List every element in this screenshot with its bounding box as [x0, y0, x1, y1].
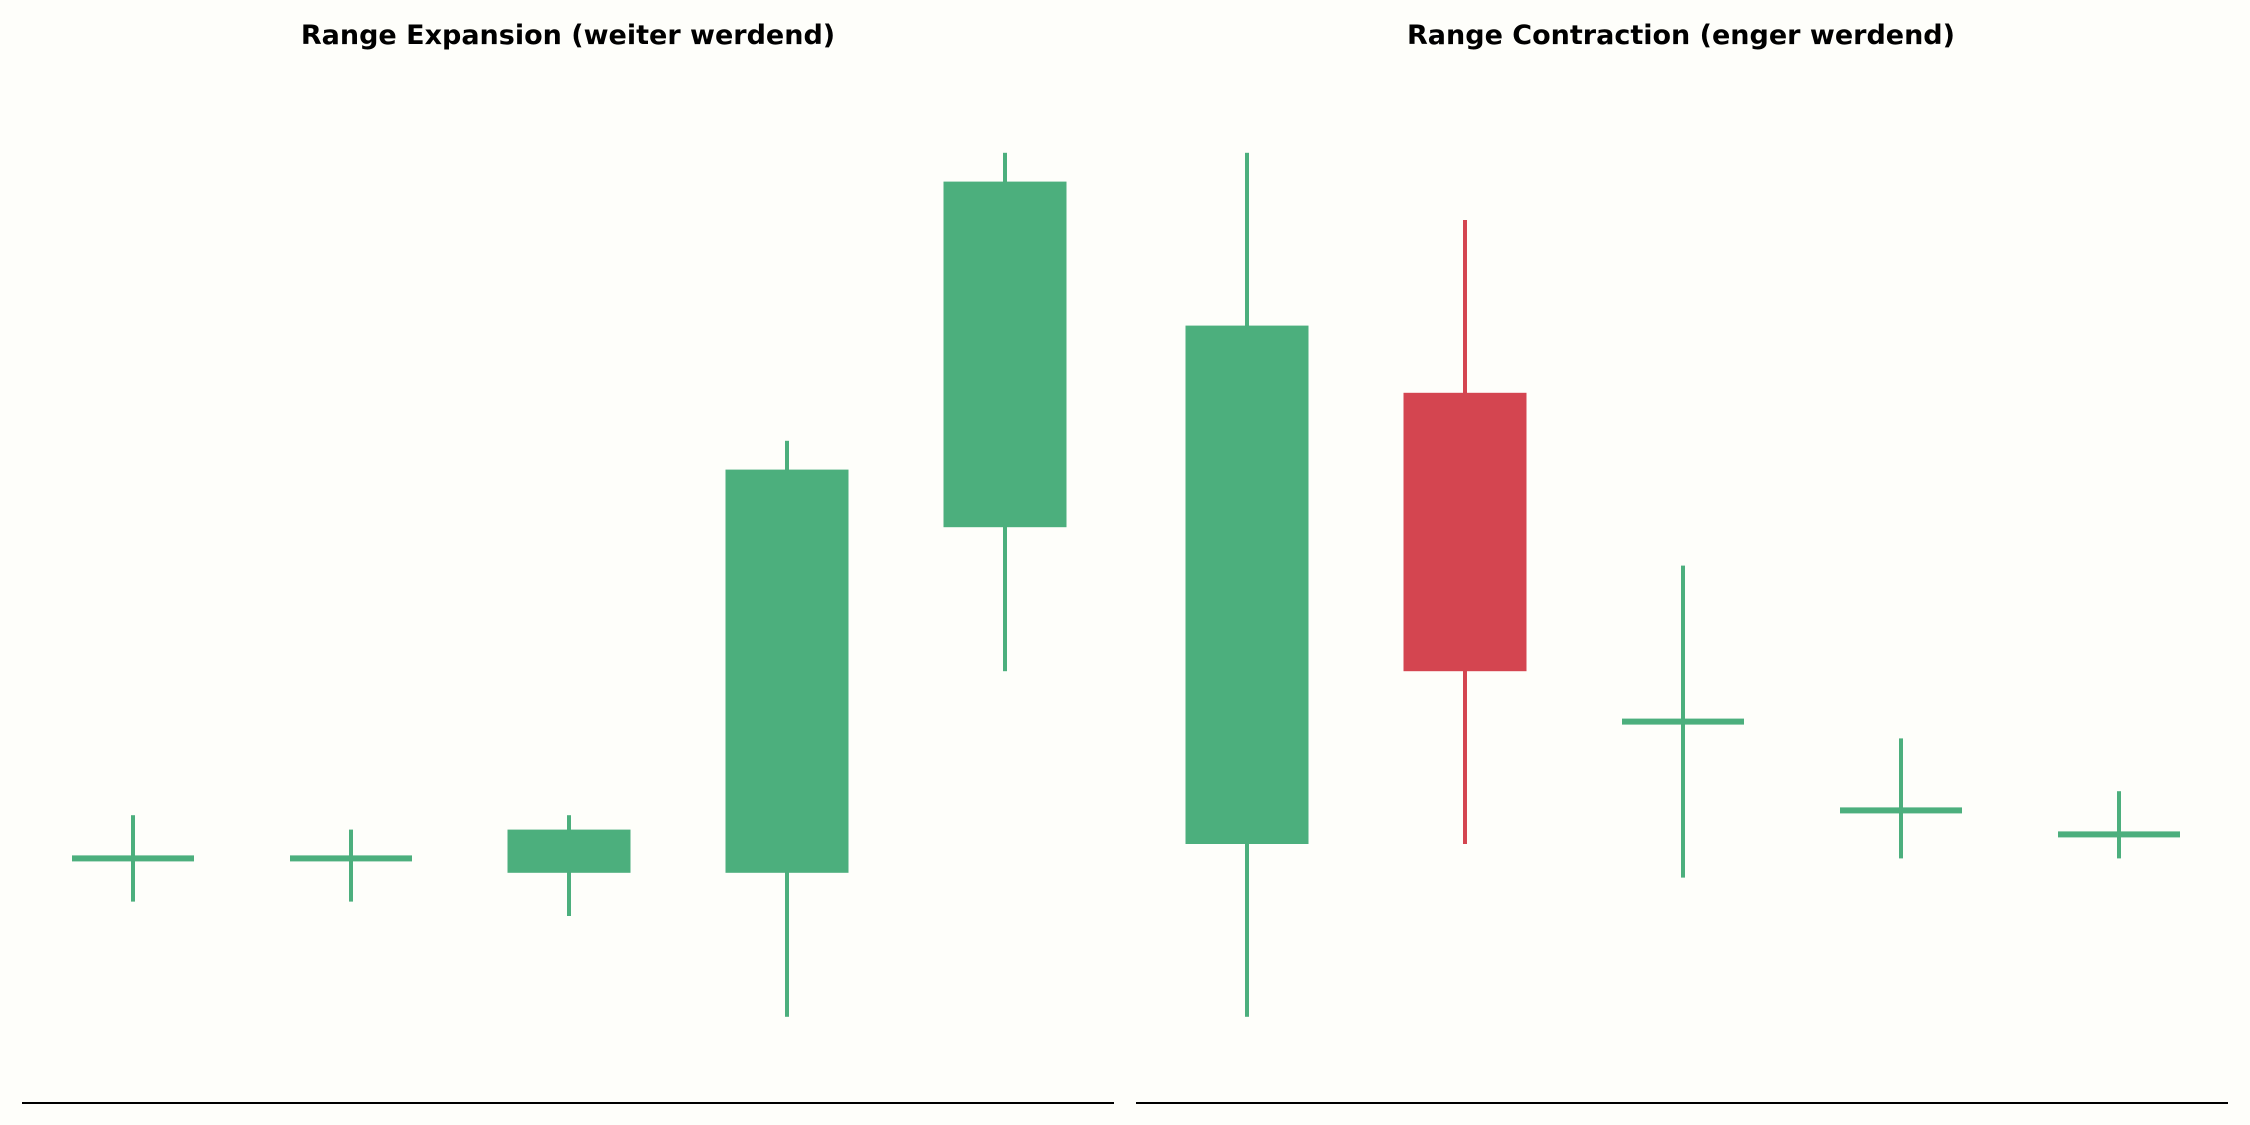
candle-body — [1622, 718, 1744, 725]
candle-body — [1403, 392, 1527, 672]
candle-2 — [290, 829, 412, 902]
candle-body — [943, 181, 1067, 528]
chart-title-range-expansion: Range Expansion (weiter werdend) — [301, 20, 835, 51]
candle-body — [507, 829, 631, 873]
candle-5 — [2058, 791, 2180, 859]
candle-3 — [507, 815, 631, 916]
candle-body — [290, 855, 412, 862]
candle-body — [2058, 831, 2180, 838]
candle-2 — [1403, 220, 1527, 844]
candles-range-contraction — [1185, 152, 2180, 1017]
candle-wick — [349, 829, 353, 902]
candle-body — [1840, 807, 1962, 814]
candle-body — [1185, 325, 1309, 845]
candle-body — [725, 469, 849, 873]
candle-1 — [72, 815, 194, 902]
candle-4 — [725, 440, 849, 1017]
candle-4 — [1840, 738, 1962, 859]
candle-body — [72, 855, 194, 862]
candle-1 — [1185, 152, 1309, 1017]
candle-wick — [1899, 738, 1903, 859]
candle-5 — [943, 152, 1067, 672]
panel-range-contraction: Range Contraction (enger werdend) — [1136, 20, 2228, 1104]
candles-range-expansion — [72, 152, 1067, 1017]
candle-3 — [1622, 565, 1744, 878]
chart-title-range-contraction: Range Contraction (enger werdend) — [1407, 20, 1955, 51]
panel-range-expansion: Range Expansion (weiter werdend) — [22, 20, 1114, 1104]
candle-wick — [2117, 791, 2121, 859]
